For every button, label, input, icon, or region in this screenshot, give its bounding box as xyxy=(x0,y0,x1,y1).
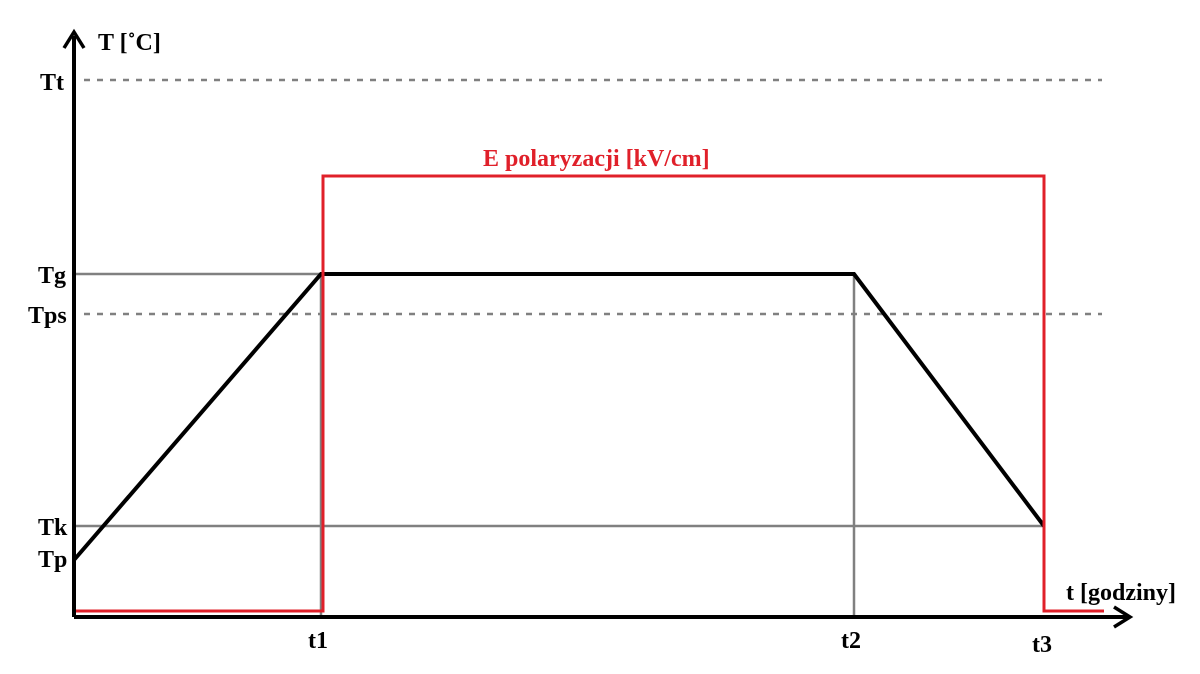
y-tick-label-tk: Tk xyxy=(38,515,68,541)
y-tick-label-tps: Tps xyxy=(28,303,67,329)
labels-layer: T [˚C] t [godziny] Tt Tg Tps Tk Tp t1 t2 t3 E pola… xyxy=(28,30,1176,658)
x-axis-title: t [godziny] xyxy=(1066,580,1176,606)
series-layer xyxy=(72,174,1104,613)
field-series-label: E polaryzacji [kV/cm] xyxy=(483,146,710,172)
field-series-line xyxy=(76,174,1104,613)
y-axis-arrow xyxy=(62,28,86,49)
y-tick-label-tt: Tt xyxy=(40,70,64,96)
x-tick-label-t3: t3 xyxy=(1032,632,1052,658)
y-axis-title: T [˚C] xyxy=(98,30,161,56)
y-tick-label-tg: Tg xyxy=(38,263,66,289)
x-axis-arrow xyxy=(1113,605,1134,629)
x-tick-label-t1: t1 xyxy=(308,628,328,654)
axes-layer xyxy=(62,28,1134,629)
y-tick-label-tp: Tp xyxy=(38,547,67,573)
x-tick-label-t2: t2 xyxy=(841,628,861,654)
temperature-series-line xyxy=(72,272,1046,562)
